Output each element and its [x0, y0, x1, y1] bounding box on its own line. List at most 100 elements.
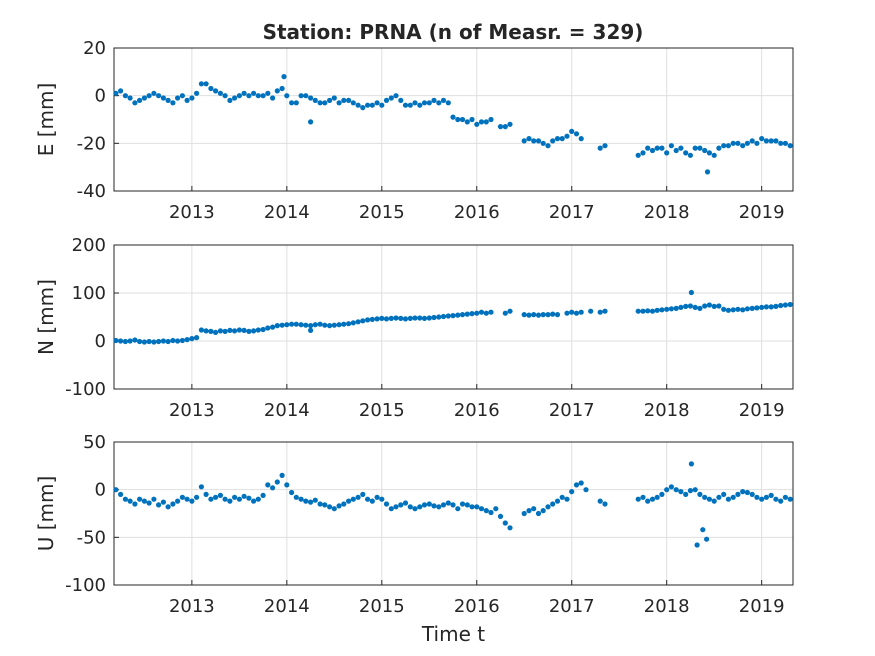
- north-subplot: 200 100 0 -100 2013 2014 2015 2016 2017 2018 2019 N…: [34, 235, 794, 421]
- data-point: [654, 494, 660, 500]
- data-point: [232, 95, 238, 101]
- data-point: [293, 321, 299, 327]
- data-point: [421, 100, 428, 106]
- data-point: [227, 498, 233, 504]
- data-point: [436, 314, 442, 320]
- x-tick-label: 2015: [359, 400, 405, 421]
- data-point: [417, 504, 423, 510]
- data-point: [289, 321, 295, 327]
- data-point: [649, 308, 656, 314]
- data-point: [545, 143, 551, 149]
- data-point: [265, 482, 271, 488]
- data-point: [374, 100, 380, 106]
- data-point: [388, 95, 394, 101]
- data-point: [645, 145, 651, 151]
- data-point: [189, 95, 195, 101]
- data-point: [768, 304, 774, 310]
- data-point: [640, 308, 646, 314]
- data-point: [317, 321, 323, 327]
- data-point: [369, 102, 375, 108]
- data-point: [355, 494, 361, 500]
- data-point: [450, 114, 456, 120]
- data-point: [578, 480, 584, 486]
- data-point: [213, 494, 219, 500]
- data-point: [540, 508, 546, 514]
- data-point: [440, 97, 447, 103]
- data-point: [217, 328, 223, 334]
- data-point: [255, 93, 261, 99]
- data-point: [255, 496, 261, 502]
- data-point: [740, 489, 746, 495]
- data-point: [184, 337, 190, 343]
- data-point: [507, 308, 513, 314]
- data-point: [744, 140, 751, 146]
- data-point: [417, 315, 423, 321]
- east-subplot: 20 0 -20 -40 2013 2014 2015 2016 2017 2018 2019 E […: [34, 38, 794, 223]
- data-point: [355, 102, 361, 108]
- up-series: [113, 461, 793, 548]
- data-point: [540, 312, 546, 318]
- data-point: [303, 93, 309, 99]
- x-tick-label: 2013: [169, 596, 215, 617]
- data-point: [118, 338, 124, 344]
- data-point: [293, 494, 299, 500]
- data-point: [545, 504, 551, 510]
- data-point: [175, 95, 181, 101]
- data-point: [569, 128, 575, 134]
- data-point: [137, 97, 143, 103]
- y-tick-label: -50: [77, 527, 106, 548]
- data-point: [369, 498, 375, 504]
- data-point: [402, 102, 409, 108]
- x-tick-label: 2017: [549, 596, 595, 617]
- data-point: [678, 304, 684, 310]
- data-point: [113, 337, 119, 344]
- x-tick-label: 2016: [454, 202, 500, 223]
- east-series: [113, 74, 793, 175]
- data-point: [355, 319, 361, 325]
- data-point: [279, 472, 285, 478]
- data-point: [635, 152, 641, 158]
- data-point: [711, 152, 717, 158]
- data-point: [327, 504, 333, 510]
- data-point: [683, 303, 689, 309]
- data-point: [127, 338, 133, 344]
- data-point: [711, 498, 717, 504]
- data-point: [683, 150, 689, 156]
- data-point: [170, 337, 176, 344]
- data-point: [688, 289, 695, 296]
- data-point: [217, 492, 223, 498]
- data-point: [165, 338, 171, 345]
- data-point: [270, 324, 276, 330]
- x-tick-label: 2019: [739, 400, 785, 421]
- data-point: [308, 323, 314, 329]
- data-point: [360, 318, 366, 324]
- data-point: [688, 461, 695, 467]
- data-point: [284, 322, 290, 328]
- data-point: [564, 133, 570, 139]
- data-point: [198, 327, 204, 333]
- data-point: [412, 506, 418, 512]
- data-point: [659, 307, 665, 313]
- data-point: [597, 145, 603, 151]
- data-point: [279, 322, 285, 328]
- data-point: [445, 500, 451, 506]
- data-point: [659, 491, 665, 497]
- data-point: [464, 502, 470, 508]
- data-point: [749, 305, 755, 311]
- data-point: [735, 306, 741, 312]
- up-axes-border: [113, 441, 794, 586]
- data-point: [683, 491, 689, 497]
- y-tick-label: 0: [95, 331, 106, 352]
- data-point: [194, 90, 200, 96]
- data-point: [721, 143, 727, 149]
- data-point: [341, 501, 347, 507]
- data-point: [455, 116, 461, 123]
- data-point: [246, 93, 252, 99]
- data-point: [773, 303, 779, 309]
- data-point: [564, 496, 570, 502]
- data-point: [160, 338, 166, 344]
- x-tick-label: 2017: [549, 202, 595, 223]
- data-point: [308, 95, 314, 101]
- data-point: [521, 138, 527, 144]
- data-point: [778, 140, 784, 146]
